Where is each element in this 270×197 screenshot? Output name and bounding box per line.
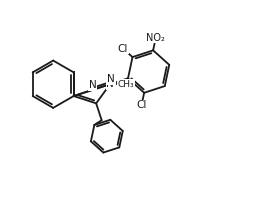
Text: NO₂: NO₂ — [146, 33, 165, 43]
Text: Cl: Cl — [136, 100, 147, 110]
Text: Cl: Cl — [118, 44, 128, 54]
Text: N: N — [89, 81, 96, 90]
Text: CH₃: CH₃ — [117, 80, 134, 89]
Text: N: N — [107, 74, 115, 84]
Text: N: N — [106, 79, 114, 89]
